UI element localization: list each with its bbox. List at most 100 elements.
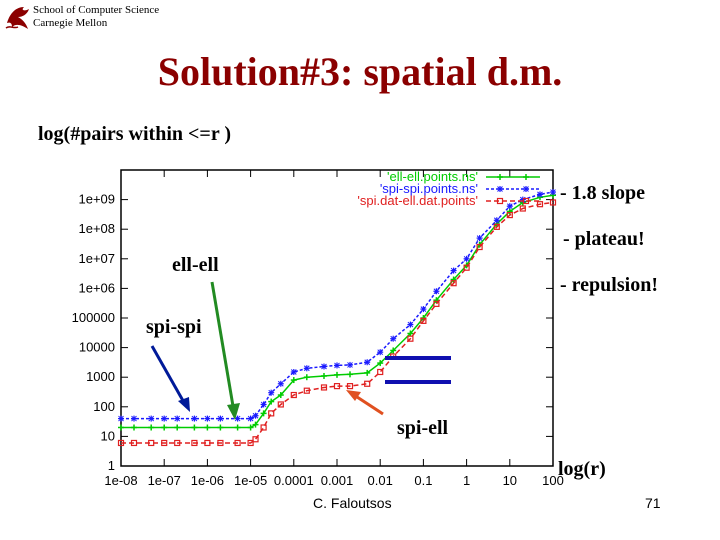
point-square: [506, 211, 513, 219]
slide-title: Solution#3: spatial d.m.: [157, 49, 563, 94]
point-star: [463, 255, 470, 262]
point-star: [320, 363, 327, 370]
point-star: [334, 362, 340, 369]
legend: 'ell-ell.points.ns''spi-spi.points.ns''s…: [357, 169, 540, 208]
point-square: [117, 439, 125, 447]
arrow-green-head: [227, 403, 240, 420]
point-star: [247, 415, 254, 422]
point-plus: [377, 360, 384, 367]
point-plus: [118, 424, 124, 431]
point-star: [234, 415, 241, 422]
point-square: [407, 335, 414, 342]
point-plus: [320, 372, 327, 379]
point-square: [496, 197, 504, 205]
school-line-1: School of Computer Science: [33, 4, 160, 16]
point-star: [433, 288, 440, 295]
point-star: [217, 415, 224, 422]
y-tick-label: 100000: [72, 310, 115, 325]
x-tick-label: 1e-08: [104, 473, 137, 488]
y-tick-label: 1000: [86, 369, 115, 384]
point-star: [364, 359, 371, 366]
point-plus: [174, 424, 181, 431]
point-square: [519, 205, 526, 212]
point-plus: [390, 347, 397, 354]
point-star: [277, 380, 284, 387]
point-star: [536, 191, 543, 198]
point-square: [191, 439, 198, 447]
point-star: [131, 415, 138, 422]
point-square: [268, 410, 275, 417]
legend-entry: 'spi-spi.points.ns': [380, 181, 478, 196]
point-star: [450, 267, 457, 274]
author: C. Faloutsos: [313, 495, 392, 511]
y-tick-label: 1e+07: [78, 251, 115, 266]
arrow-orange: [353, 393, 384, 416]
point-plus: [252, 421, 259, 428]
x-tick-label: 1e-07: [148, 473, 181, 488]
point-plus: [497, 174, 503, 180]
point-plus: [523, 174, 529, 180]
note-repulsion: - repulsion!: [560, 274, 658, 296]
annotation-layer: [150, 281, 451, 420]
arrow-blue: [150, 345, 188, 407]
label-spi-ell: spi-ell: [397, 417, 449, 439]
point-square: [320, 384, 328, 391]
point-plus: [450, 276, 457, 283]
y-tick-label: 100: [93, 399, 115, 414]
point-plus: [277, 392, 284, 399]
point-star: [260, 401, 267, 408]
point-plus: [148, 424, 155, 431]
point-square: [260, 424, 267, 431]
point-plus: [347, 371, 354, 378]
label-ell-ell: ell-ell: [172, 254, 219, 276]
point-plus: [407, 330, 414, 337]
note-slope: - 1.8 slope: [560, 182, 645, 204]
point-star: [118, 415, 124, 422]
point-star: [493, 217, 500, 224]
point-square: [217, 439, 224, 447]
point-square: [290, 391, 297, 399]
point-star: [390, 335, 397, 342]
point-square: [247, 439, 254, 447]
y-axis-title: log(#pairs within <=r ): [38, 123, 231, 145]
series-line: [121, 191, 554, 420]
point-star: [290, 368, 297, 375]
point-plus: [290, 377, 297, 384]
point-square: [333, 383, 341, 390]
point-plus: [191, 424, 198, 431]
point-square: [522, 197, 530, 205]
point-star: [497, 186, 503, 192]
x-tick-label: 0.01: [368, 473, 393, 488]
dragon-icon: [5, 7, 29, 29]
point-star: [204, 415, 211, 422]
point-star: [420, 306, 427, 313]
point-square: [148, 439, 155, 447]
point-star: [476, 235, 483, 242]
point-plus: [161, 424, 168, 431]
point-star: [407, 321, 414, 328]
point-star: [191, 415, 198, 422]
point-plus: [217, 424, 224, 431]
point-square: [493, 223, 500, 230]
point-star: [174, 415, 181, 422]
point-plus: [334, 371, 340, 378]
point-square: [476, 243, 483, 251]
point-square: [303, 387, 310, 394]
point-square: [174, 439, 181, 447]
point-plus: [234, 424, 241, 431]
note-plateau: - plateau!: [563, 228, 645, 250]
page-number: 71: [645, 495, 661, 511]
x-tick-label: 10: [503, 473, 517, 488]
x-axis-title: log(r): [558, 458, 606, 480]
point-square: [377, 368, 384, 376]
point-star: [268, 389, 275, 396]
school-line-2: Carnegie Mellon: [33, 17, 108, 29]
point-star: [303, 365, 310, 372]
x-tick-label: 0.1: [414, 473, 432, 488]
point-star: [161, 415, 168, 422]
point-square: [420, 317, 427, 324]
point-star: [148, 415, 155, 422]
point-plus: [506, 208, 513, 215]
point-plus: [131, 424, 138, 431]
